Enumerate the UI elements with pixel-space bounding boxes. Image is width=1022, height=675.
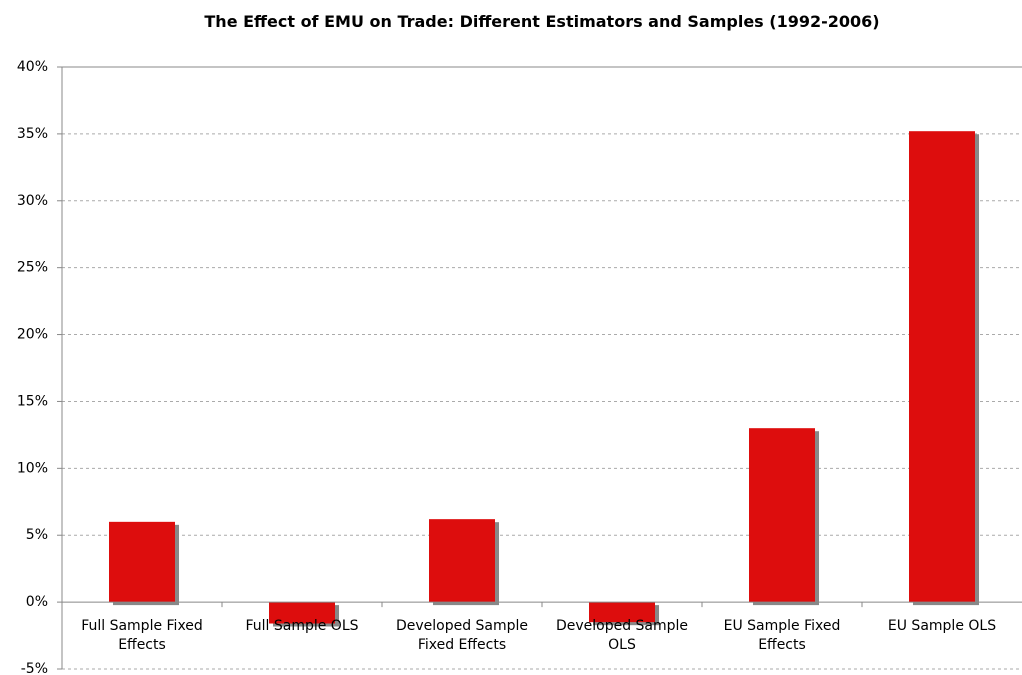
y-tick-label: 35%: [17, 126, 48, 142]
bar: [909, 131, 975, 603]
x-tick-label: Developed Sample Fixed Effects: [395, 618, 529, 654]
bar: [589, 602, 655, 623]
x-tick-label: Full Sample OLS: [245, 618, 359, 635]
x-tick-label: EU Sample Fixed Effects: [723, 618, 841, 654]
y-tick-label: 40%: [17, 59, 48, 75]
y-tick-label: 25%: [17, 260, 48, 276]
bar: [269, 602, 335, 624]
y-tick-label: 30%: [17, 193, 48, 209]
y-tick-label: 10%: [17, 460, 48, 476]
y-tick-label: 0%: [26, 594, 48, 610]
chart-title: The Effect of EMU on Trade: Different Es…: [204, 12, 880, 31]
y-tick-label: 5%: [26, 527, 48, 543]
y-tick-label: 15%: [17, 393, 48, 409]
x-tick-label: Full Sample Fixed Effects: [81, 618, 203, 654]
bar: [109, 521, 175, 603]
bar: [749, 428, 815, 603]
y-tick-label: 20%: [17, 327, 48, 343]
bar: [429, 519, 495, 603]
x-tick-label: Developed Sample OLS: [555, 618, 689, 654]
y-tick-label: -5%: [21, 661, 48, 675]
x-tick-label: EU Sample OLS: [887, 618, 997, 635]
